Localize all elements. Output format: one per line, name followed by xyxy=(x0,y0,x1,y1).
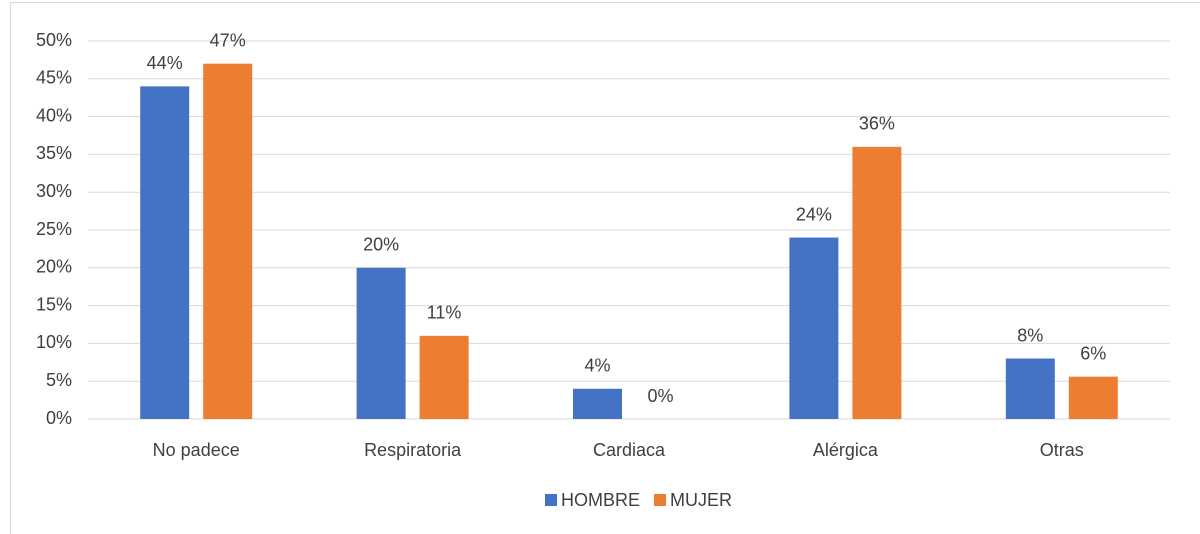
y-tick-label: 40% xyxy=(36,105,72,125)
data-label: 44% xyxy=(147,53,183,73)
y-tick-label: 15% xyxy=(36,294,72,314)
data-label: 20% xyxy=(363,235,399,255)
bar xyxy=(203,63,253,420)
data-label: 8% xyxy=(1017,325,1043,345)
y-tick-label: 5% xyxy=(46,370,72,390)
data-label: 47% xyxy=(210,30,246,50)
y-tick-label: 45% xyxy=(36,68,72,88)
legend-swatch xyxy=(654,494,667,506)
y-tick-label: 0% xyxy=(46,408,72,428)
y-tick-label: 50% xyxy=(36,30,72,50)
bar xyxy=(1068,376,1118,419)
bar xyxy=(789,237,839,419)
legend-label: HOMBRE xyxy=(561,490,640,510)
data-label: 36% xyxy=(859,114,895,134)
x-tick-label: No padece xyxy=(153,440,240,460)
bar xyxy=(419,335,469,419)
bar xyxy=(573,388,622,419)
x-tick-label: Cardiaca xyxy=(593,440,666,460)
data-label: 11% xyxy=(427,303,462,323)
legend-label: MUJER xyxy=(670,490,732,510)
data-label: 0% xyxy=(647,386,673,406)
x-tick-label: Respiratoria xyxy=(364,440,462,460)
y-tick-label: 25% xyxy=(36,219,72,239)
data-label: 24% xyxy=(796,204,832,224)
bar xyxy=(140,86,190,420)
y-tick-label: 30% xyxy=(36,181,72,201)
x-tick-label: Otras xyxy=(1040,440,1084,460)
y-tick-label: 10% xyxy=(36,332,72,352)
y-tick-label: 20% xyxy=(36,257,72,277)
bar xyxy=(852,146,902,419)
data-label: 6% xyxy=(1080,343,1106,363)
bar xyxy=(1005,358,1055,419)
chart-frame xyxy=(10,2,1200,534)
data-label: 4% xyxy=(584,356,610,376)
y-tick-label: 35% xyxy=(36,143,72,163)
bar xyxy=(356,267,406,419)
legend-swatch xyxy=(545,494,557,506)
x-tick-label: Alérgica xyxy=(813,440,879,460)
